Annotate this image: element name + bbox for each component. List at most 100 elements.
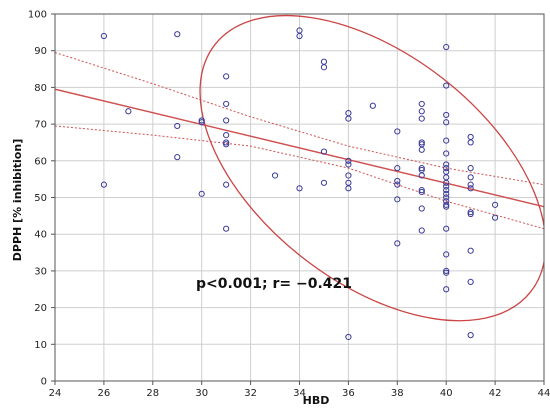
data-point bbox=[467, 247, 474, 254]
data-point bbox=[223, 100, 230, 108]
x-tick-label: 26 bbox=[98, 388, 111, 399]
y-axis-ticks: 0 10 20 30 40 50 60 70 80 90 100 bbox=[28, 10, 55, 388]
y-tick-label: 10 bbox=[34, 340, 47, 351]
data-point bbox=[296, 185, 303, 192]
data-point bbox=[100, 32, 108, 40]
data-point bbox=[223, 139, 230, 146]
data-point bbox=[223, 73, 230, 80]
data-point bbox=[418, 205, 425, 212]
regression-line bbox=[55, 88, 544, 208]
data-point bbox=[418, 100, 425, 108]
data-point bbox=[443, 269, 450, 276]
data-point bbox=[467, 165, 474, 172]
data-point bbox=[345, 333, 352, 341]
data-point bbox=[443, 194, 450, 201]
data-point bbox=[394, 165, 401, 172]
data-point bbox=[467, 139, 474, 146]
data-point bbox=[394, 196, 401, 203]
data-point bbox=[443, 82, 450, 89]
x-tick-label: 34 bbox=[293, 388, 306, 399]
y-tick-label: 100 bbox=[28, 10, 47, 21]
data-point bbox=[418, 187, 425, 194]
data-point bbox=[174, 154, 181, 161]
data-point bbox=[443, 179, 450, 186]
data-point bbox=[443, 267, 450, 274]
data-point bbox=[443, 286, 450, 293]
x-tick-label: 28 bbox=[146, 388, 159, 399]
data-point bbox=[174, 122, 181, 130]
y-tick-label: 30 bbox=[34, 266, 47, 277]
data-point bbox=[443, 161, 450, 168]
data-point bbox=[467, 174, 474, 181]
data-point bbox=[223, 225, 230, 232]
data-point bbox=[394, 240, 401, 247]
y-tick-label: 40 bbox=[34, 230, 47, 241]
data-point bbox=[320, 179, 328, 186]
data-point bbox=[418, 165, 425, 172]
data-point bbox=[345, 172, 352, 179]
data-point bbox=[345, 161, 352, 168]
data-point bbox=[418, 139, 425, 146]
data-point bbox=[443, 187, 450, 194]
x-tick-label: 40 bbox=[440, 388, 453, 399]
data-point bbox=[198, 117, 205, 124]
data-point bbox=[125, 108, 132, 115]
data-point bbox=[394, 177, 401, 185]
data-point bbox=[443, 43, 450, 51]
data-point bbox=[467, 210, 474, 218]
data-point bbox=[345, 115, 352, 122]
y-tick-label: 60 bbox=[34, 156, 47, 167]
y-tick-label: 20 bbox=[34, 303, 47, 314]
data-point bbox=[369, 102, 376, 109]
y-tick-label: 0 bbox=[41, 377, 47, 388]
data-point bbox=[394, 128, 401, 135]
data-point bbox=[198, 119, 205, 126]
data-point bbox=[223, 132, 230, 139]
data-point bbox=[418, 146, 425, 153]
y-tick-label: 50 bbox=[34, 193, 47, 204]
data-point bbox=[418, 115, 425, 122]
data-point bbox=[174, 31, 181, 38]
data-point bbox=[443, 165, 450, 172]
data-point bbox=[100, 181, 108, 188]
data-point bbox=[345, 157, 352, 164]
x-axis-ticks: 24 26 28 30 32 34 36 38 40 42 44 bbox=[49, 381, 550, 399]
data-point bbox=[443, 119, 450, 126]
data-point bbox=[467, 209, 474, 216]
data-point bbox=[443, 251, 450, 258]
data-point bbox=[492, 201, 499, 208]
data-point bbox=[443, 225, 450, 232]
data-point bbox=[467, 181, 474, 188]
data-point bbox=[467, 185, 474, 192]
data-point bbox=[467, 332, 474, 339]
x-tick-label: 30 bbox=[195, 388, 208, 399]
y-tick-label: 80 bbox=[34, 83, 47, 94]
confidence-band-upper bbox=[55, 52, 544, 186]
data-point bbox=[443, 203, 450, 210]
x-tick-label: 44 bbox=[538, 388, 550, 399]
plot-content bbox=[55, 14, 544, 341]
y-axis-title: DPPH [% inhibition] bbox=[11, 139, 24, 261]
x-tick-label: 38 bbox=[391, 388, 404, 399]
data-point bbox=[443, 201, 450, 208]
data-point bbox=[198, 190, 205, 197]
y-tick-label: 70 bbox=[34, 120, 47, 131]
y-tick-label: 90 bbox=[34, 46, 47, 57]
data-point bbox=[443, 137, 450, 144]
data-point bbox=[320, 148, 328, 155]
data-point bbox=[394, 181, 401, 188]
data-point bbox=[467, 278, 474, 286]
data-point bbox=[443, 111, 450, 119]
data-point bbox=[223, 141, 230, 148]
data-point bbox=[443, 190, 450, 197]
x-axis-title: HBD bbox=[303, 394, 330, 407]
data-point bbox=[418, 108, 425, 115]
data-point bbox=[223, 117, 230, 124]
data-point bbox=[271, 172, 279, 179]
data-point bbox=[418, 172, 425, 179]
correlation-annotation: p<0.001; r= −0.421 bbox=[196, 276, 352, 292]
data-point bbox=[418, 188, 425, 196]
data-point bbox=[345, 185, 352, 192]
